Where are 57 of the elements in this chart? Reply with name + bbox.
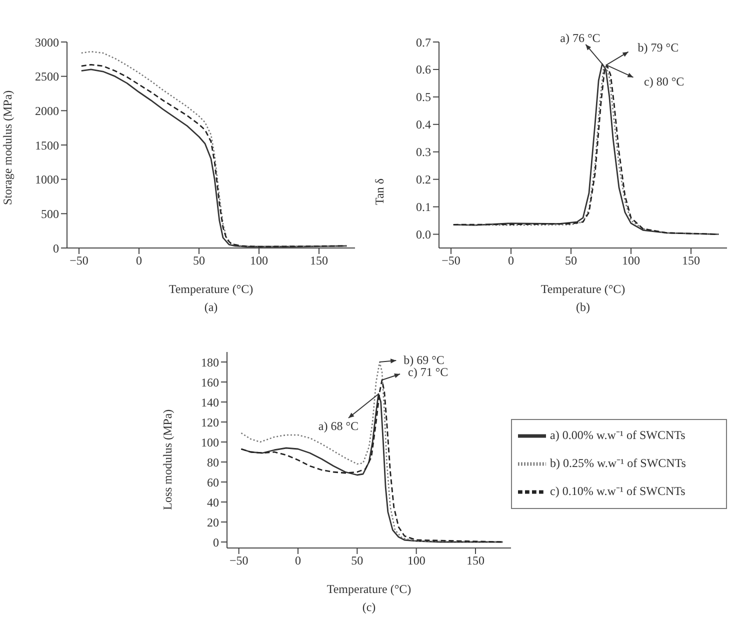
y-axis-title: Tan δ	[372, 178, 386, 205]
y-tick-label: 1000	[35, 172, 59, 187]
x-axis-title: Temperature (°C)	[540, 282, 626, 296]
x-tick-label: 50	[351, 554, 364, 568]
y-tick-label: 60	[207, 475, 219, 490]
y-tick-label: 0.2	[416, 172, 431, 187]
y-tick-label: 180	[201, 355, 219, 370]
legend-label: b) 0.25% w.w⁻¹ of SWCNTs	[550, 456, 686, 470]
annotation: c) 71 °C	[408, 365, 448, 379]
y-tick-label: 1500	[35, 138, 59, 152]
x-tick-label: 150	[682, 254, 700, 268]
x-tick-label: −50	[70, 254, 88, 268]
y-tick-label: 500	[41, 206, 59, 221]
text: (a)	[203, 300, 219, 315]
y-tick-label: 3000	[35, 35, 59, 50]
annotation: b) 79 °C	[638, 40, 679, 54]
y-tick-label: 20	[207, 515, 219, 530]
x-tick-label: 150	[466, 554, 484, 568]
y-tick-label: 140	[201, 395, 219, 410]
y-axis-title: Storage modulus (MPa)	[0, 90, 14, 205]
y-tick-label: 0.4	[416, 118, 431, 132]
x-tick-label: 0	[508, 254, 514, 268]
y-tick-label: 0.6	[416, 62, 431, 77]
y-tick-label: 0.7	[416, 35, 431, 50]
x-tick-label: 50	[193, 254, 205, 268]
y-tick-label: 0.5	[416, 90, 431, 104]
y-tick-label: 0.3	[416, 145, 431, 160]
x-axis-title: Temperature (°C)	[168, 282, 254, 296]
text: (c)	[361, 600, 377, 615]
annotation: b) 69 °C	[404, 353, 444, 367]
y-tick-label: 0	[213, 535, 219, 550]
y-tick-label: 80	[207, 455, 219, 470]
y-tick-label: 0.0	[416, 228, 431, 242]
y-axis-title: Loss modulus (MPa)	[160, 409, 174, 510]
x-tick-label: −50	[442, 254, 460, 268]
y-tick-label: 2000	[35, 104, 59, 118]
annotation: a) 76 °C	[560, 30, 600, 45]
legend-label: c) 0.10% w.w⁻¹ of SWCNTs	[550, 484, 686, 498]
legend-label: a) 0.00% w.w⁻¹ of SWCNTs	[550, 428, 686, 442]
x-tick-label: 0	[295, 554, 301, 568]
text: (b)	[575, 300, 591, 315]
x-tick-label: −50	[229, 554, 248, 568]
y-tick-label: 160	[201, 375, 219, 390]
x-axis-title: Temperature (°C)	[326, 582, 412, 596]
annotation: a) 68 °C	[318, 419, 359, 433]
y-tick-label: 40	[207, 495, 219, 510]
x-tick-label: 50	[565, 254, 577, 268]
x-tick-label: 150	[310, 254, 328, 268]
y-tick-label: 120	[201, 415, 219, 430]
y-tick-label: 0	[53, 241, 59, 256]
x-tick-label: 0	[136, 254, 142, 268]
x-tick-label: 100	[250, 254, 268, 268]
y-tick-label: 100	[201, 435, 219, 450]
y-tick-label: 0.1	[416, 200, 431, 214]
annotation: c) 80 °C	[644, 74, 684, 88]
y-tick-label: 2500	[35, 70, 59, 84]
x-tick-label: 100	[622, 254, 640, 268]
